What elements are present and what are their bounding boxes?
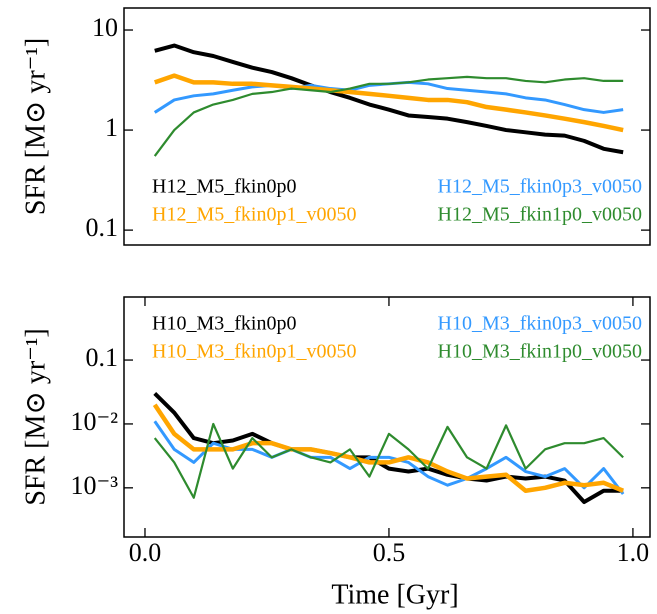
y-tick-label: 10⁻³ [70, 471, 118, 500]
axes-frame [123, 7, 651, 246]
x-tick-label: 0.0 [129, 538, 162, 567]
y-tick-label: 0.1 [86, 213, 119, 242]
legend-entry: H12_M5_fkin1p0_v0050 [438, 204, 642, 226]
series-line [154, 43, 624, 155]
legend-entry: H10_M3_fkin0p3_v0050 [438, 313, 642, 335]
legend-entry: H10_M3_fkin0p1_v0050 [152, 341, 356, 363]
axes-frame [123, 296, 651, 538]
y-tick-label: 10⁻² [70, 407, 118, 436]
series-line [153, 420, 625, 495]
x-tick-label: 1.0 [617, 538, 650, 567]
legend-entry: H10_M3_fkin0p0 [152, 313, 296, 335]
series-line [153, 422, 624, 499]
y-axis-label: SFR [M⊙ yr⁻¹] [20, 38, 51, 215]
legend-entry: H12_M5_fkin0p0 [152, 176, 296, 198]
y-axis-label: SFR [M⊙ yr⁻¹] [20, 328, 51, 505]
series-line [154, 73, 624, 133]
series-line [152, 403, 625, 494]
x-axis-label: Time [Gyr] [331, 579, 458, 610]
x-tick-label: 0.5 [373, 538, 406, 567]
y-tick-label: 10 [92, 13, 118, 42]
series-line [153, 75, 624, 157]
legend-entry: H12_M5_fkin0p3_v0050 [438, 176, 642, 198]
y-tick-label: 1 [105, 113, 118, 142]
legend-entry: H10_M3_fkin1p0_v0050 [438, 341, 642, 363]
y-tick-label: 0.1 [86, 343, 119, 372]
legend-entry: H12_M5_fkin0p1_v0050 [152, 204, 356, 226]
